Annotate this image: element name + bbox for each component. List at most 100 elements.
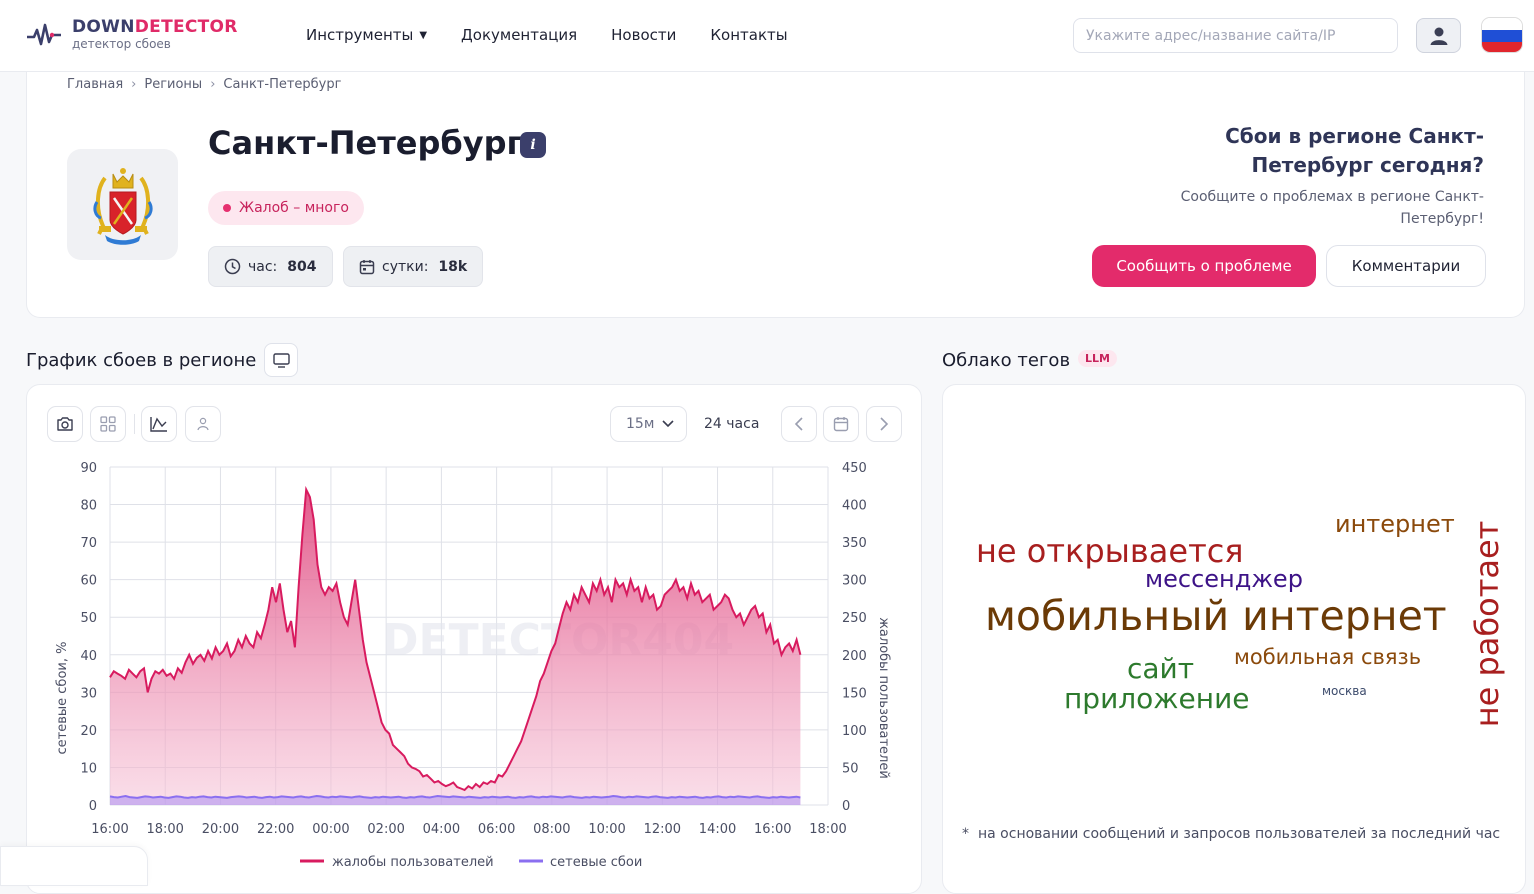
network-failures-area — [110, 796, 801, 805]
x-tick-label: 18:00 — [809, 822, 846, 837]
breadcrumb-regions[interactable]: Регионы — [144, 77, 203, 92]
chevron-right-icon — [880, 417, 889, 431]
page-title: Санкт-Петербург — [208, 124, 524, 162]
person-icon — [197, 417, 209, 431]
right-tick-label: 250 — [842, 611, 867, 626]
report-subtext: Сообщите о проблемах в регионе Санкт-Пет… — [1180, 189, 1484, 227]
tag-cloud-title: Облако тегов — [942, 350, 1071, 371]
chevron-down-icon — [662, 420, 674, 428]
report-prompt: Сбои в регионе Санкт-Петербург сегодня? … — [1124, 122, 1484, 230]
footnote-text: на основании сообщений и запросов пользо… — [978, 826, 1501, 842]
camera-icon — [57, 417, 73, 431]
left-axis-label: сетевые сбои, % — [55, 642, 70, 755]
user-account-button[interactable] — [1416, 18, 1461, 53]
left-tick-label: 90 — [80, 461, 97, 476]
chart-section-title: График сбоев в регионе — [26, 350, 257, 371]
comments-button[interactable]: Комментарии — [1326, 245, 1486, 287]
next-period-button[interactable] — [866, 406, 902, 442]
tag-mobile-internet[interactable]: мобильный интернет — [985, 592, 1447, 640]
chart-style-button[interactable] — [141, 406, 177, 442]
right-tick-label: 100 — [842, 724, 867, 739]
stat-hour-label: час: — [248, 258, 278, 275]
search-input[interactable] — [1073, 18, 1398, 53]
grid-view-button[interactable] — [90, 406, 126, 442]
heartbeat-logo-icon — [27, 23, 61, 45]
status-badge: Жалоб – много — [208, 191, 364, 225]
period-label: 24 часа — [704, 416, 760, 432]
floating-panel — [0, 846, 148, 886]
network-failures-line — [109, 794, 801, 799]
date-picker-button[interactable] — [823, 406, 859, 442]
x-tick-label: 16:00 — [754, 822, 791, 837]
clock-icon — [224, 258, 241, 275]
report-problem-button[interactable]: Сообщить о проблеме — [1092, 245, 1316, 287]
outage-chart[interactable]: DETECTOR404 16:0018:0020:0022:0000:0002:… — [26, 450, 906, 880]
russia-flag-icon[interactable] — [1481, 17, 1523, 53]
nav-contacts[interactable]: Контакты — [710, 26, 788, 44]
chevron-right-icon: › — [131, 77, 137, 92]
screenshot-button[interactable] — [47, 406, 83, 442]
tag-messenger[interactable]: мессенджер — [1145, 565, 1303, 593]
tag-ne-otkryvaetsya[interactable]: не открывается — [976, 532, 1244, 570]
grid-icon — [100, 416, 116, 432]
tag-cloud: не открывается интернет мессенджер мобил… — [942, 384, 1526, 804]
tag-application[interactable]: приложение — [1064, 682, 1250, 715]
left-tick-label: 50 — [80, 611, 97, 626]
x-tick-label: 04:00 — [423, 822, 460, 837]
x-tick-label: 06:00 — [478, 822, 515, 837]
tag-site[interactable]: сайт — [1127, 652, 1195, 685]
right-tick-label: 50 — [842, 761, 859, 776]
breadcrumb: Главная › Регионы › Санкт-Петербург — [67, 77, 341, 92]
left-tick-label: 40 — [80, 649, 97, 664]
right-tick-label: 200 — [842, 649, 867, 664]
coat-of-arms-icon — [92, 167, 153, 245]
llm-badge: LLM — [1078, 350, 1117, 367]
breadcrumb-home[interactable]: Главная — [67, 77, 124, 92]
interval-value: 15м — [626, 416, 655, 432]
nav-news[interactable]: Новости — [611, 26, 677, 44]
info-icon[interactable]: i — [520, 132, 546, 158]
x-tick-label: 00:00 — [312, 822, 349, 837]
region-hero-card: Главная › Регионы › Санкт-Петербург Санк… — [26, 72, 1525, 318]
nav-docs[interactable]: Документация — [461, 26, 578, 44]
status-text: Жалоб – много — [239, 200, 349, 216]
x-tick-label: 12:00 — [644, 822, 681, 837]
left-tick-label: 60 — [80, 574, 97, 589]
left-tick-label: 30 — [80, 686, 97, 701]
interval-select[interactable]: 15м — [610, 406, 687, 442]
tag-ne-rabotaet[interactable]: не работает — [1468, 520, 1506, 728]
breadcrumb-current: Санкт-Петербург — [223, 77, 342, 92]
tag-mobile-connection[interactable]: мобильная связь — [1234, 645, 1422, 669]
chart-legend[interactable]: жалобы пользователей сетевые сбои — [300, 855, 642, 870]
top-navigation-bar: DOWNDETECTOR детектор сбоев Инструменты ▼… — [0, 0, 1534, 72]
right-axis-label: жалобы пользователей — [876, 617, 891, 779]
x-axis-ticks: 16:00 18:00 20:00 22:00 00:00 02:00 04:00 06:00… — [91, 822, 846, 837]
tag-cloud-footnote: * на основании сообщений и запросов поль… — [962, 822, 1510, 847]
footnote-asterisk: * — [962, 826, 969, 842]
left-tick-label: 20 — [80, 724, 97, 739]
legend-reports-label[interactable]: жалобы пользователей — [332, 855, 494, 870]
chevron-left-icon — [794, 417, 803, 431]
previous-period-button[interactable] — [781, 406, 817, 442]
right-tick-label: 150 — [842, 686, 867, 701]
chevron-right-icon: › — [210, 77, 216, 92]
tag-moscow[interactable]: москва — [1322, 684, 1367, 698]
report-question: Сбои в регионе Санкт-Петербург сегодня? — [1225, 124, 1484, 177]
x-tick-label: 08:00 — [533, 822, 570, 837]
tag-internet[interactable]: интернет — [1335, 510, 1455, 538]
legend-failures-label[interactable]: сетевые сбои — [550, 855, 642, 870]
user-reports-toggle[interactable] — [185, 406, 221, 442]
x-tick-label: 16:00 — [91, 822, 128, 837]
area-chart-icon — [150, 417, 167, 432]
main-nav: Инструменты ▼ Документация Новости Контак… — [306, 26, 788, 44]
dropdown-caret-icon: ▼ — [419, 29, 428, 41]
calendar-icon — [359, 259, 375, 274]
right-tick-label: 400 — [842, 499, 867, 514]
site-logo[interactable]: DOWNDETECTOR детектор сбоев — [26, 18, 238, 51]
left-tick-label: 70 — [80, 536, 97, 551]
logo-subtitle: детектор сбоев — [72, 37, 171, 51]
right-tick-label: 0 — [842, 799, 850, 814]
nav-tools[interactable]: Инструменты ▼ — [306, 26, 428, 44]
tv-mode-button[interactable] — [264, 343, 298, 377]
calendar-icon — [833, 417, 849, 432]
